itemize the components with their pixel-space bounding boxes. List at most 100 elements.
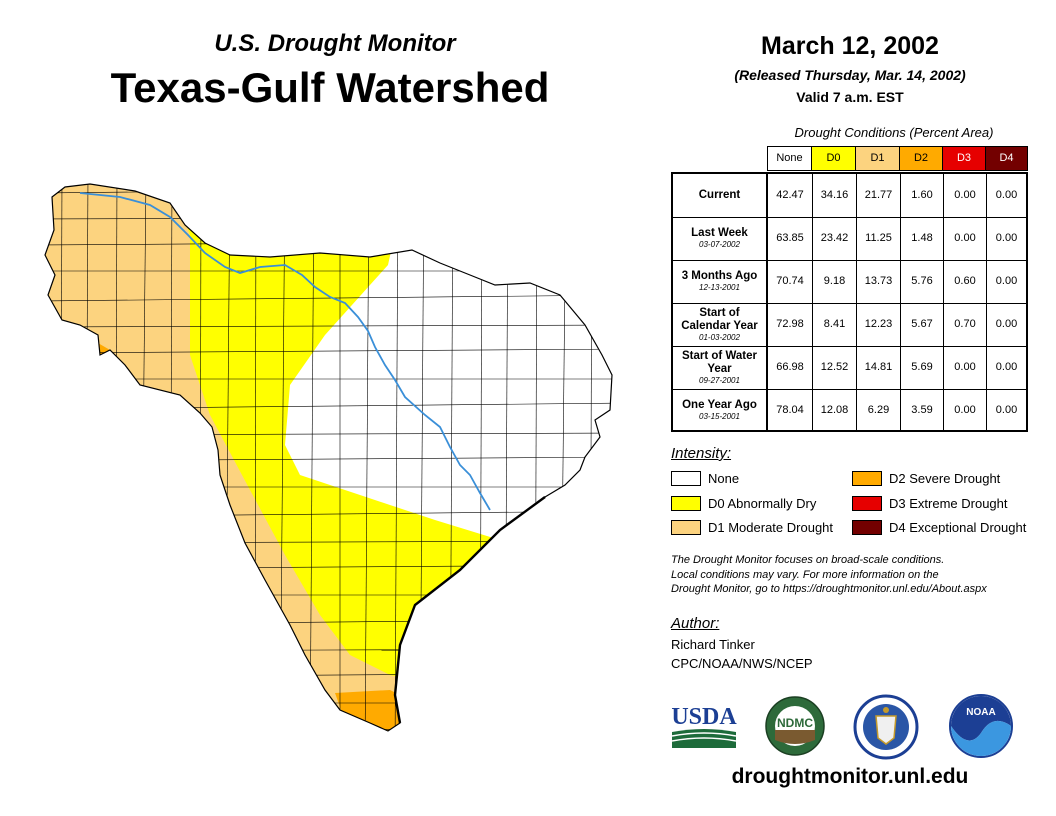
- table-cell: 5.76: [900, 260, 943, 303]
- column-header-d2: D2: [899, 146, 943, 171]
- column-header-d4: D4: [985, 146, 1028, 171]
- legend-swatch: [852, 471, 882, 486]
- row-label: Last Week 03-07-2002: [673, 217, 768, 260]
- table-cell: 1.60: [900, 174, 943, 217]
- noaa-logo-text: NOAA: [966, 707, 995, 718]
- county-line: [589, 184, 593, 731]
- county-line: [364, 184, 370, 731]
- legend-label: D0 Abnormally Dry: [708, 496, 817, 511]
- row-divider: [673, 303, 1026, 304]
- table-cell: 72.98: [776, 318, 804, 330]
- row-label: Start of Water Year 09-27-2001: [673, 346, 768, 389]
- county-line: [620, 175, 621, 755]
- table-row: Start of Calendar Year 01-03-2002 72.98 8.4…: [673, 303, 1026, 346]
- table-cell: 13.73: [856, 260, 900, 303]
- map-date: March 12, 2002: [761, 32, 939, 60]
- legend-label: D1 Moderate Drought: [708, 520, 834, 535]
- table-caption: Drought Conditions (Percent Area): [794, 125, 994, 140]
- county-line: [394, 184, 399, 731]
- table-cell: 0.00: [986, 260, 1026, 303]
- row-date: 03-15-2001: [699, 412, 740, 421]
- table-cell: 0.00: [986, 303, 1026, 346]
- row-label: Start of Calendar Year 01-03-2002: [673, 303, 768, 346]
- table-cell: 12.52: [812, 346, 856, 389]
- column-header-d0: D0: [811, 146, 856, 171]
- commerce-seal: [853, 694, 919, 760]
- table-cell: 34.16: [812, 174, 856, 217]
- table-row: Start of Water Year 09-27-2001 66.98 12.52 1…: [673, 346, 1026, 389]
- river: [79, 192, 491, 511]
- table-row: One Year Ago 03-15-2001 78.04 12.08 6.29 3.59…: [673, 389, 1026, 432]
- table-cell: 0.00: [986, 346, 1026, 389]
- table-cell: 0.00: [986, 217, 1026, 260]
- ndmc-logo-text: NDMC: [777, 716, 813, 730]
- row-label: One Year Ago 03-15-2001: [673, 389, 768, 432]
- table-cell: 0.00: [943, 174, 986, 217]
- info-note: The Drought Monitor focuses on broad-sca…: [671, 553, 1051, 597]
- row-label: 3 Months Ago 12-13-2001: [673, 260, 768, 303]
- table-cell: 21.77: [856, 174, 900, 217]
- website-link[interactable]: droughtmonitor.unl.edu: [731, 765, 969, 788]
- legend-swatch: [852, 496, 882, 511]
- legend-label: D3 Extreme Drought: [889, 496, 1008, 511]
- table-cell: 6.29: [856, 389, 900, 432]
- legend-swatch: [671, 471, 701, 486]
- row-divider: [673, 346, 1026, 347]
- valid-time: Valid 7 a.m. EST: [796, 89, 904, 105]
- table-cell: 63.85: [776, 232, 804, 244]
- legend-swatch: [852, 520, 882, 535]
- table-cell: 14.81: [856, 346, 900, 389]
- author-title: Author:: [671, 615, 720, 632]
- row-label-text: One Year Ago: [682, 399, 757, 411]
- legend-label: None: [708, 471, 740, 486]
- legend-swatch: [671, 520, 701, 535]
- table-cell: 0.00: [943, 346, 986, 389]
- table-cell: 0.00: [943, 217, 986, 260]
- table-cell: 0.70: [943, 303, 986, 346]
- table-cell: 0.60: [943, 260, 986, 303]
- note-line: Drought Monitor, go to https://droughtmo…: [671, 583, 987, 595]
- column-header-none: None: [767, 146, 812, 171]
- row-label: Current: [673, 174, 768, 217]
- row-label-text: 3 Months Ago: [681, 270, 758, 282]
- legend-swatch: [671, 496, 701, 511]
- county-line: [309, 184, 315, 731]
- row-date: 09-27-2001: [699, 375, 740, 385]
- table-cell: 70.74: [776, 275, 804, 287]
- author-org: CPC/NOAA/NWS/NCEP: [671, 656, 813, 671]
- map-title: Texas-Gulf Watershed: [110, 64, 550, 111]
- author-name: Richard Tinker: [671, 637, 755, 652]
- table-cell: 11.25: [856, 217, 900, 260]
- table-cell: 42.47: [776, 189, 804, 201]
- legend-label: D2 Severe Drought: [889, 471, 1001, 486]
- table-cell: 1.48: [900, 217, 943, 260]
- table-cell: 3.59: [900, 389, 943, 432]
- note-line: Local conditions may vary. For more info…: [671, 568, 939, 581]
- legend-title: Intensity:: [671, 445, 732, 462]
- row-label-text: Start of Calendar Year: [681, 306, 758, 332]
- legend-label: D4 Exceptional Drought: [889, 520, 1027, 535]
- table-cell: 5.67: [900, 303, 943, 346]
- watershed-outline: [44, 183, 613, 732]
- table-row: 3 Months Ago 12-13-2001 70.74 9.18 13.73 5.76…: [673, 260, 1026, 303]
- table-cell: 8.41: [812, 303, 856, 346]
- row-date: 01-03-2002: [699, 332, 740, 342]
- table-cell: 66.98: [776, 361, 804, 373]
- row-label-text: Current: [698, 189, 741, 201]
- watershed-map: [44, 175, 621, 755]
- map-subtitle: U.S. Drought Monitor: [214, 30, 456, 57]
- table-cell: 0.00: [986, 174, 1026, 217]
- ndmc-logo: NDMC: [760, 696, 830, 756]
- conditions-table: Current 42.47 34.16 21.77 1.60 0.00 0.00 Last W…: [671, 172, 1028, 432]
- column-header-d1: D1: [855, 146, 900, 171]
- row-date: 12-13-2001: [699, 283, 740, 292]
- table-cell: 23.42: [812, 217, 856, 260]
- usda-logo: USDA: [670, 700, 738, 748]
- table-cell: 0.00: [986, 389, 1026, 432]
- table-row: Current 42.47 34.16 21.77 1.60 0.00 0.00: [673, 174, 1026, 217]
- county-line: [45, 324, 612, 328]
- noaa-logo: NOAA: [948, 693, 1014, 759]
- county-line: [45, 294, 612, 302]
- table-row: Last Week 03-07-2002 63.85 23.42 11.25 1.48 0.…: [673, 217, 1026, 260]
- table-cell: 78.04: [776, 404, 804, 416]
